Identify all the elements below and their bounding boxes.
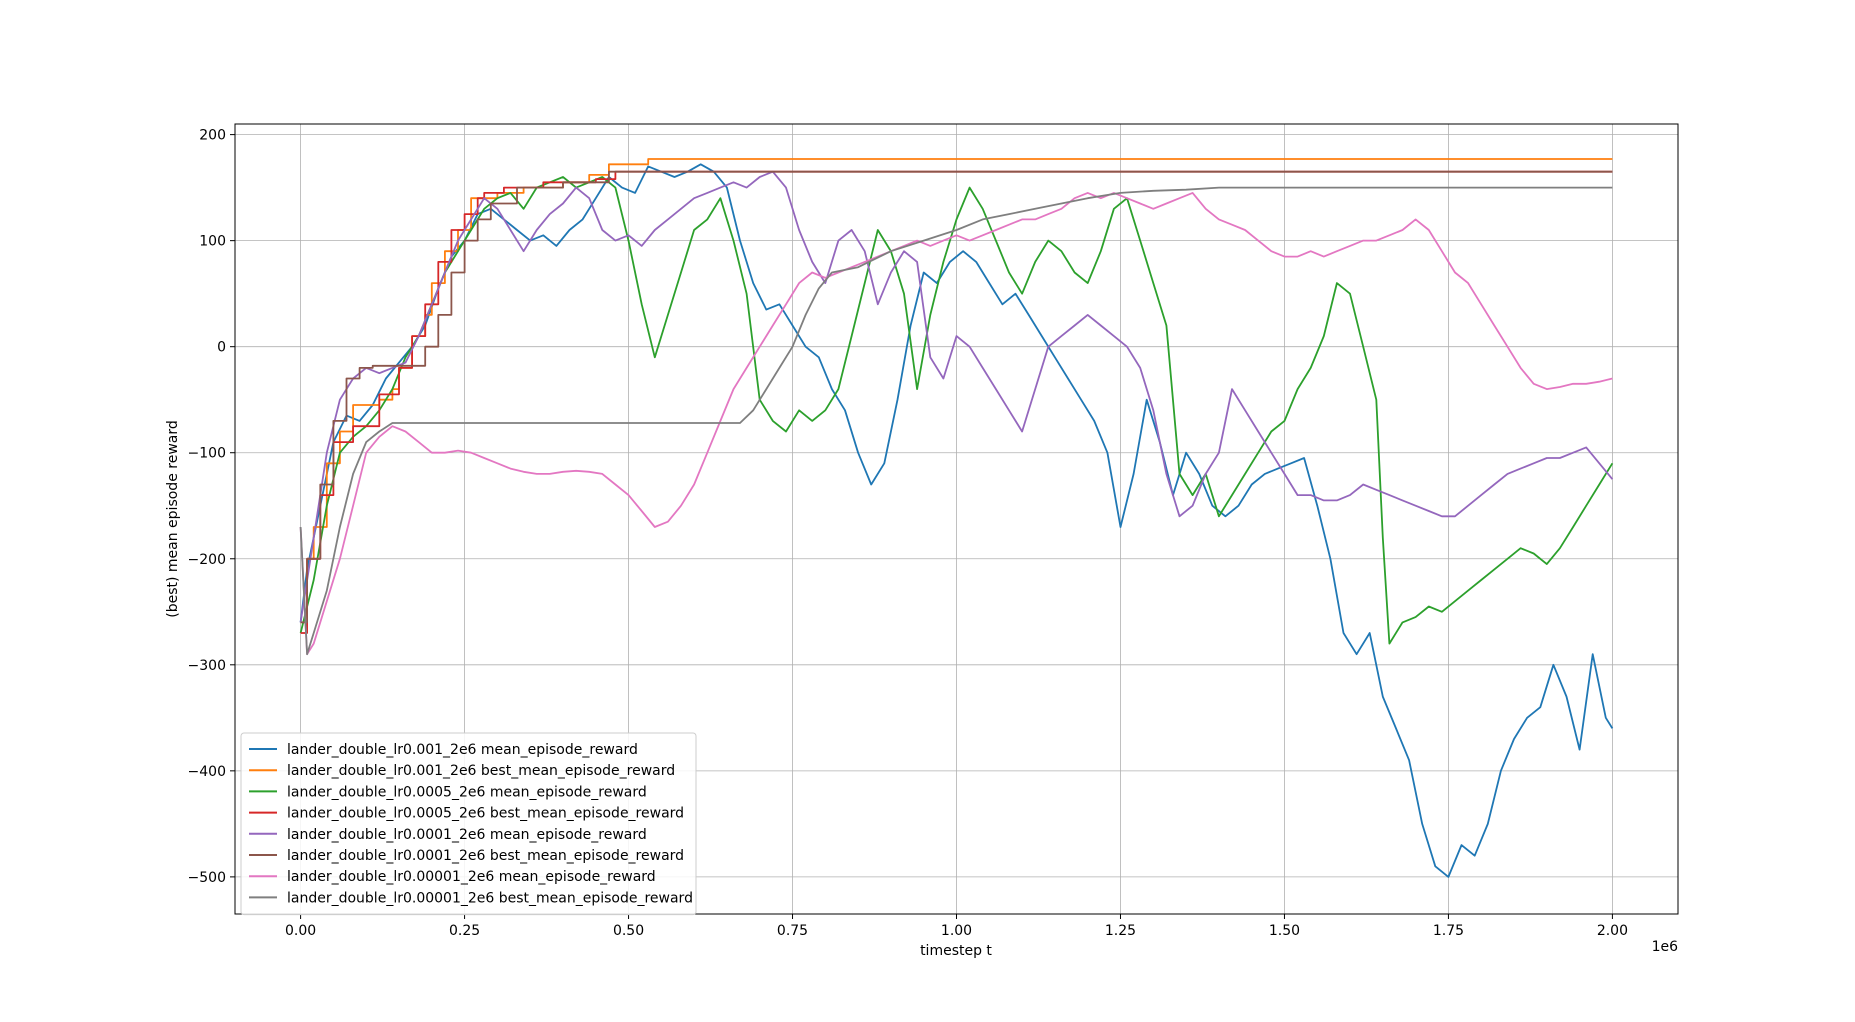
y-tick-label: 100 bbox=[199, 234, 226, 250]
x-tick-label: 1.75 bbox=[1433, 923, 1464, 939]
x-axis-label: timestep t bbox=[920, 943, 992, 959]
x-tick-label: 1.25 bbox=[1105, 923, 1136, 939]
x-tick-label: 0.50 bbox=[613, 923, 644, 939]
x-tick-label: 0.25 bbox=[449, 923, 480, 939]
grid bbox=[235, 124, 1678, 914]
legend-box bbox=[240, 732, 697, 916]
legend-label: lander_double_lr0.001_2e6 best_mean_epis… bbox=[287, 763, 675, 779]
x-tick-label: 0.00 bbox=[285, 923, 316, 939]
series-line-4 bbox=[299, 170, 1614, 623]
legend: lander_double_lr0.001_2e6 mean_episode_r… bbox=[240, 732, 697, 916]
series-line-5 bbox=[300, 170, 1613, 624]
x-tick-label: 1.50 bbox=[1269, 923, 1300, 939]
axis-ticks: 0.00 0.25 0.50 0.75 1.00 1.25 1.50 1.75 2.00 200 1… bbox=[188, 128, 1628, 939]
y-axis-label: (best) mean episode reward bbox=[165, 420, 181, 618]
x-tick-label: 0.75 bbox=[777, 923, 808, 939]
series-line-0 bbox=[299, 163, 1614, 878]
x-tick-label: 1.00 bbox=[941, 923, 972, 939]
y-tick-label: −300 bbox=[188, 658, 226, 674]
legend-label: lander_double_lr0.00001_2e6 mean_episode… bbox=[287, 869, 656, 885]
y-tick-label: −200 bbox=[188, 552, 226, 568]
legend-label: lander_double_lr0.0001_2e6 mean_episode_… bbox=[287, 827, 647, 843]
y-tick-label: 200 bbox=[199, 128, 226, 144]
series-line-6 bbox=[299, 192, 1613, 656]
legend-label: lander_double_lr0.0001_2e6 best_mean_epi… bbox=[287, 848, 684, 864]
legend-label: lander_double_lr0.00001_2e6 best_mean_ep… bbox=[287, 890, 693, 906]
legend-label: lander_double_lr0.0005_2e6 mean_episode_… bbox=[287, 784, 647, 800]
y-tick-label: 0 bbox=[217, 340, 226, 356]
series-layer bbox=[299, 158, 1614, 878]
series-line-2 bbox=[299, 176, 1614, 645]
legend-label: lander_double_lr0.001_2e6 mean_episode_r… bbox=[287, 742, 638, 758]
y-tick-label: −100 bbox=[188, 446, 226, 462]
x-tick-label: 2.00 bbox=[1597, 923, 1628, 939]
legend-label: lander_double_lr0.0005_2e6 best_mean_epi… bbox=[287, 806, 684, 822]
y-tick-label: −500 bbox=[188, 870, 226, 886]
y-tick-label: −400 bbox=[188, 764, 226, 780]
series-line-7 bbox=[299, 186, 1613, 656]
x-axis-offset-label: 1e6 bbox=[1652, 939, 1679, 955]
